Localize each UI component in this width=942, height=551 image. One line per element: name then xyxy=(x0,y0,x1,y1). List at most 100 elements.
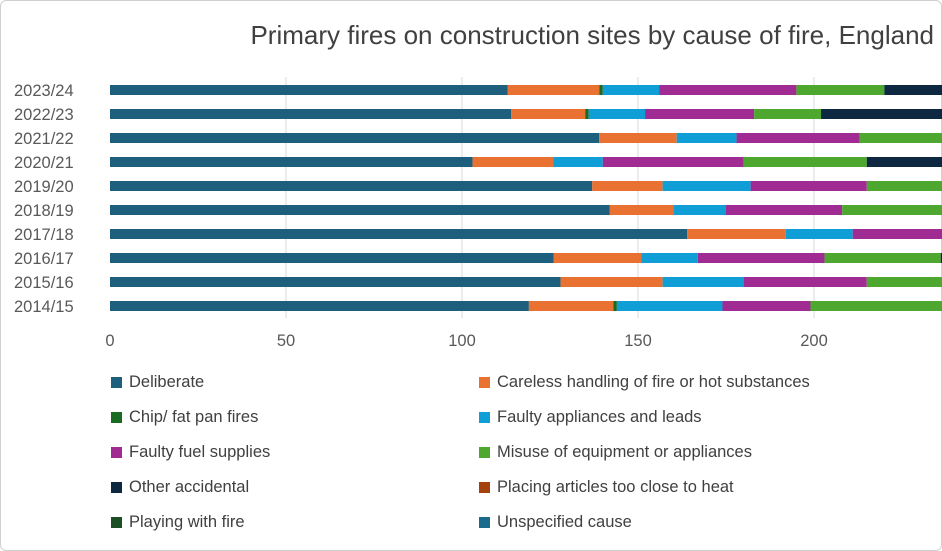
bar-segment xyxy=(697,253,825,263)
legend-label: Other accidental xyxy=(129,477,250,496)
category-label: 2017/18 xyxy=(14,226,74,244)
legend-swatch xyxy=(111,376,122,388)
bar-segment xyxy=(599,133,677,143)
bar-segment xyxy=(616,301,723,311)
bar-segment xyxy=(743,157,867,167)
legend-label: Playing with fire xyxy=(129,512,245,531)
bar-segment xyxy=(810,301,942,311)
legend-swatch xyxy=(479,411,490,423)
legend-item: Faulty fuel supplies xyxy=(111,442,270,462)
legend-label: Careless handling of fire or hot substan… xyxy=(497,372,810,391)
legend-swatch xyxy=(479,376,490,388)
bar-segment xyxy=(796,85,885,95)
bar-segment xyxy=(553,253,642,263)
legend-swatch xyxy=(479,481,490,493)
bar-segment xyxy=(110,85,508,95)
bar-segment xyxy=(645,109,755,119)
bar-segment xyxy=(110,181,593,191)
bar-segment xyxy=(852,229,942,239)
bar-segment xyxy=(866,181,942,191)
bar-segment xyxy=(588,109,646,119)
bar-segment xyxy=(824,253,941,263)
legend-label: Faulty appliances and leads xyxy=(497,407,702,426)
legend-label: Faulty fuel supplies xyxy=(129,442,271,461)
legend-swatch xyxy=(111,481,122,493)
legend-label: Chip/ fat pan fires xyxy=(129,407,259,426)
bar-segment xyxy=(866,277,942,287)
bar-segment xyxy=(528,301,614,311)
category-label: 2022/23 xyxy=(14,106,74,124)
bar-segment xyxy=(859,133,942,143)
bar-segment xyxy=(110,253,554,263)
bar-segment xyxy=(507,85,600,95)
legend-swatch xyxy=(111,446,122,458)
legend-item: Placing articles too close to heat xyxy=(479,477,734,497)
legend-swatch xyxy=(111,516,122,528)
bar-segment xyxy=(662,181,751,191)
bar-segment xyxy=(599,85,603,95)
bar-segment xyxy=(754,109,822,119)
x-tick-label: 50 xyxy=(277,332,295,350)
legend-swatch xyxy=(479,446,490,458)
category-label: 2018/19 xyxy=(14,202,74,220)
bar-segment xyxy=(750,181,867,191)
x-tick-label: 0 xyxy=(105,332,114,350)
category-label: 2023/24 xyxy=(14,82,74,100)
chart-title: Primary fires on construction sites by c… xyxy=(250,20,934,50)
bar-segment xyxy=(110,301,529,311)
legend-item: Deliberate xyxy=(111,372,204,392)
bar-segment xyxy=(560,277,663,287)
bar-segment xyxy=(736,133,860,143)
category-label: 2016/17 xyxy=(14,250,74,268)
category-label: 2021/22 xyxy=(14,130,74,148)
bar-segment xyxy=(722,301,811,311)
category-label: 2015/16 xyxy=(14,274,74,292)
legend-swatch xyxy=(111,411,122,423)
bar-segment xyxy=(659,85,797,95)
legend-item: Other accidental xyxy=(111,477,249,497)
x-tick-label: 150 xyxy=(624,332,652,350)
bar-segment xyxy=(110,277,561,287)
bar-segment xyxy=(110,229,688,239)
bar-segment xyxy=(110,133,600,143)
bar-segment xyxy=(884,85,942,95)
x-tick-label: 200 xyxy=(800,332,828,350)
bar-segment xyxy=(592,181,663,191)
legend-label: Deliberate xyxy=(129,372,205,391)
bar-segment xyxy=(585,109,589,119)
bar-segment xyxy=(743,277,867,287)
bar-segment xyxy=(472,157,554,167)
bar-segment xyxy=(511,109,586,119)
bar-segment xyxy=(553,157,603,167)
bar-segment xyxy=(842,205,942,215)
bar-segment xyxy=(110,109,512,119)
bar-segment xyxy=(676,133,737,143)
category-label: 2014/15 xyxy=(14,298,74,316)
bar-segment xyxy=(609,205,674,215)
bar-segment xyxy=(602,85,660,95)
bar-segment xyxy=(613,301,617,311)
bar-segment xyxy=(673,205,726,215)
legend-item: Playing with fire xyxy=(111,512,245,532)
legend-item: Unspecified cause xyxy=(479,512,632,532)
bar-segment xyxy=(821,109,942,119)
legend-label: Placing articles too close to heat xyxy=(497,477,734,496)
x-tick-label: 100 xyxy=(448,332,476,350)
bar-segment xyxy=(726,205,843,215)
legend-swatch xyxy=(479,516,490,528)
bar-segment xyxy=(785,229,853,239)
category-label: 2020/21 xyxy=(14,154,74,172)
bar-segment xyxy=(110,157,473,167)
legend-item: Chip/ fat pan fires xyxy=(111,407,258,427)
legend-label: Misuse of equipment or appliances xyxy=(497,442,752,461)
legend-item: Careless handling of fire or hot substan… xyxy=(479,372,810,392)
bar-segment xyxy=(602,157,744,167)
category-label: 2019/20 xyxy=(14,178,74,196)
bar-segment xyxy=(687,229,786,239)
bar-segment xyxy=(940,253,942,263)
bar-segment xyxy=(866,157,942,167)
bar-segment xyxy=(662,277,744,287)
legend-label: Unspecified cause xyxy=(497,512,632,531)
bar-segment xyxy=(110,205,610,215)
